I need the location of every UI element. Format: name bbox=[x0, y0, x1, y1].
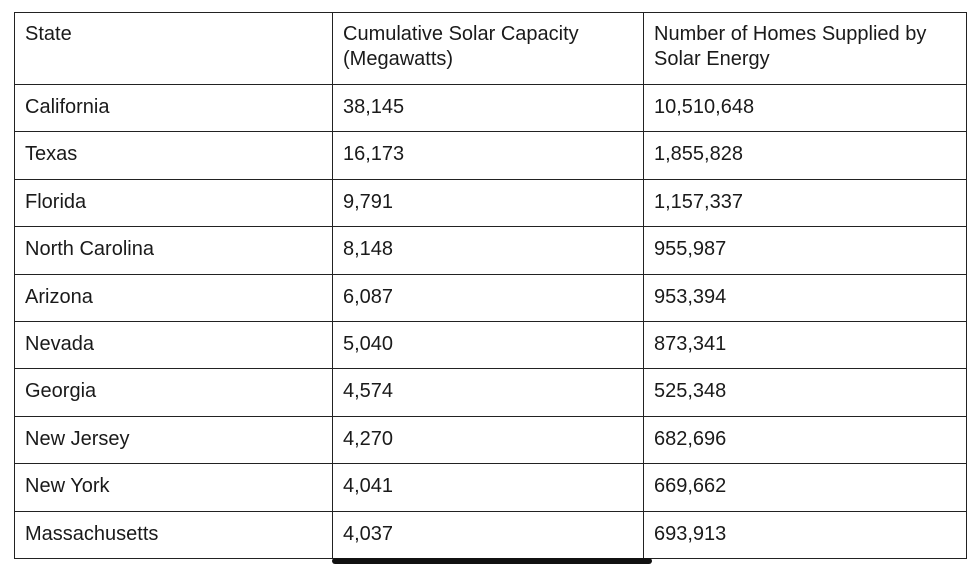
header-homes: Number of Homes Supplied by Solar Energy bbox=[643, 12, 967, 85]
table-row: Nevada 5,040 873,341 bbox=[14, 320, 967, 370]
header-state: State bbox=[14, 12, 333, 85]
cell-capacity: 38,145 bbox=[332, 83, 644, 133]
cell-homes: 525,348 bbox=[643, 368, 967, 417]
cell-state: Florida bbox=[14, 178, 333, 228]
table-row: New Jersey 4,270 682,696 bbox=[14, 415, 967, 465]
cell-homes: 1,157,337 bbox=[643, 178, 967, 228]
cell-state: New Jersey bbox=[14, 415, 333, 465]
cell-capacity: 9,791 bbox=[332, 178, 644, 228]
cell-state: Massachusetts bbox=[14, 510, 333, 559]
cell-state: New York bbox=[14, 463, 333, 512]
table-row: California 38,145 10,510,648 bbox=[14, 83, 967, 133]
solar-capacity-table: State Cumulative Solar Capacity (Megawat… bbox=[14, 12, 967, 559]
cell-capacity: 4,041 bbox=[332, 463, 644, 512]
table-row: Arizona 6,087 953,394 bbox=[14, 273, 967, 322]
cell-capacity: 6,087 bbox=[332, 273, 644, 322]
cell-capacity: 16,173 bbox=[332, 131, 644, 180]
solar-table-container: State Cumulative Solar Capacity (Megawat… bbox=[14, 12, 967, 559]
cell-capacity: 5,040 bbox=[332, 320, 644, 370]
cell-state: Arizona bbox=[14, 273, 333, 322]
cell-homes: 953,394 bbox=[643, 273, 967, 322]
cell-state: Georgia bbox=[14, 368, 333, 417]
header-capacity: Cumulative Solar Capacity (Megawatts) bbox=[332, 12, 644, 85]
cell-state: North Carolina bbox=[14, 226, 333, 275]
cell-state: California bbox=[14, 83, 333, 133]
cell-homes: 1,855,828 bbox=[643, 131, 967, 180]
table-row: New York 4,041 669,662 bbox=[14, 463, 967, 512]
cell-homes: 693,913 bbox=[643, 510, 967, 559]
cell-homes: 669,662 bbox=[643, 463, 967, 512]
table-row: Georgia 4,574 525,348 bbox=[14, 368, 967, 417]
cell-homes: 873,341 bbox=[643, 320, 967, 370]
cell-capacity: 4,270 bbox=[332, 415, 644, 465]
cell-capacity: 8,148 bbox=[332, 226, 644, 275]
cell-state: Texas bbox=[14, 131, 333, 180]
bottom-scroll-indicator bbox=[332, 558, 652, 564]
table-row: Massachusetts 4,037 693,913 bbox=[14, 510, 967, 559]
cell-capacity: 4,037 bbox=[332, 510, 644, 559]
table-header-row: State Cumulative Solar Capacity (Megawat… bbox=[14, 12, 967, 85]
table-row: Texas 16,173 1,855,828 bbox=[14, 131, 967, 180]
cell-homes: 10,510,648 bbox=[643, 83, 967, 133]
table-row: North Carolina 8,148 955,987 bbox=[14, 226, 967, 275]
table-row: Florida 9,791 1,157,337 bbox=[14, 178, 967, 228]
cell-state: Nevada bbox=[14, 320, 333, 370]
cell-homes: 955,987 bbox=[643, 226, 967, 275]
cell-homes: 682,696 bbox=[643, 415, 967, 465]
cell-capacity: 4,574 bbox=[332, 368, 644, 417]
